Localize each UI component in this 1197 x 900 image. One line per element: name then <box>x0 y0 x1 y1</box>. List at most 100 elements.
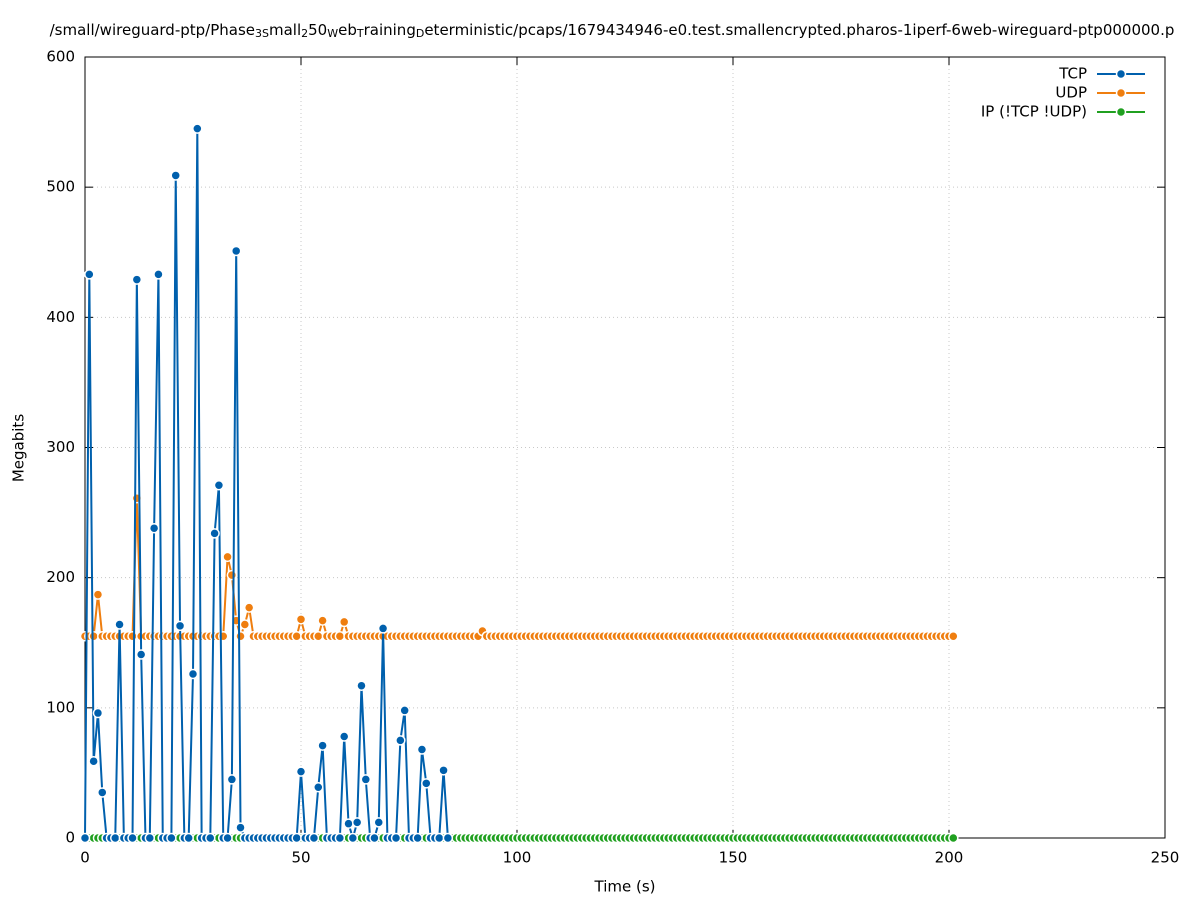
legend-marker <box>1115 68 1127 80</box>
data-point <box>334 832 346 844</box>
title-part: /small/wireguard-ptp/Phase <box>50 21 255 39</box>
data-point <box>92 707 104 719</box>
data-point <box>438 765 449 776</box>
y-tick-label: 100 <box>46 698 75 716</box>
title-subscript: D <box>416 27 424 40</box>
title-subscript: W <box>327 27 338 40</box>
data-point <box>243 602 255 613</box>
x-tick-label: 200 <box>935 849 964 867</box>
data-point <box>360 774 372 785</box>
x-tick-label: 150 <box>719 849 748 867</box>
x-tick-label: 100 <box>503 849 532 867</box>
data-point <box>313 630 324 642</box>
data-point <box>135 649 147 660</box>
legend-label: TCP <box>1058 65 1087 83</box>
data-point <box>442 832 454 844</box>
data-point <box>377 623 389 634</box>
data-point <box>948 832 959 844</box>
data-point <box>127 630 138 642</box>
y-tick-label: 0 <box>65 829 75 847</box>
x-tick-label: 250 <box>1151 849 1180 867</box>
data-point <box>235 630 246 642</box>
data-point <box>369 832 380 844</box>
data-point <box>226 569 238 581</box>
data-point <box>209 528 220 539</box>
data-point <box>174 620 186 632</box>
legend-marker <box>1115 87 1127 99</box>
data-point <box>192 123 203 134</box>
data-point <box>343 818 354 829</box>
y-tick-label: 500 <box>46 178 75 196</box>
data-point <box>88 630 99 642</box>
data-point <box>317 740 328 751</box>
data-point <box>239 619 251 630</box>
title-subscript: T <box>356 27 364 40</box>
y-tick-label: 600 <box>46 48 75 66</box>
data-point <box>166 832 177 844</box>
data-point <box>308 832 320 844</box>
data-point <box>109 832 121 844</box>
data-point <box>92 589 104 600</box>
x-tick-label: 0 <box>80 849 90 867</box>
data-point <box>131 274 143 285</box>
data-point <box>144 832 156 844</box>
y-axis-label: Megabits <box>10 414 28 482</box>
data-point <box>948 630 959 642</box>
legend-label: IP (!TCP !UDP) <box>981 103 1087 121</box>
data-point <box>170 170 181 181</box>
data-point <box>338 616 350 628</box>
data-point <box>433 832 445 844</box>
data-point <box>153 269 164 280</box>
data-point <box>222 832 233 844</box>
data-point <box>295 614 307 625</box>
data-point <box>213 479 225 491</box>
data-point <box>97 787 108 798</box>
data-point <box>295 766 307 777</box>
data-point <box>84 269 95 280</box>
data-point <box>187 668 199 680</box>
x-tick-label: 50 <box>291 849 310 867</box>
data-point <box>412 832 423 844</box>
data-point <box>390 832 402 844</box>
title-part: mall <box>269 21 301 39</box>
data-point <box>338 731 350 742</box>
data-point <box>313 781 324 793</box>
data-point <box>183 832 194 844</box>
title-part: eterministic/pcaps/1679434946-e0.test.sm… <box>424 21 1174 39</box>
chart-title: /small/wireguard-ptp/Phase3Small250WebTr… <box>50 21 1175 41</box>
series-line <box>84 128 449 842</box>
data-point <box>373 817 385 828</box>
data-point <box>395 735 406 746</box>
data-point <box>235 822 246 833</box>
title-subscript: 2 <box>301 27 308 40</box>
y-tick-label: 200 <box>46 568 75 586</box>
data-point <box>222 551 233 563</box>
data-point <box>148 522 160 534</box>
data-point <box>291 832 302 844</box>
data-point <box>317 615 328 626</box>
legend-marker <box>1115 106 1127 118</box>
legend-label: UDP <box>1055 84 1087 102</box>
title-subscript: 3S <box>255 27 269 40</box>
data-point <box>79 832 91 844</box>
title-part: eb <box>338 21 357 39</box>
y-tick-label: 300 <box>46 438 75 456</box>
data-point <box>356 680 367 691</box>
data-point <box>351 817 363 828</box>
data-point <box>291 630 302 642</box>
data-point <box>334 630 346 642</box>
data-point <box>347 832 359 844</box>
data-point <box>421 778 432 789</box>
data-point <box>230 245 242 257</box>
x-axis-label: Time (s) <box>594 878 656 896</box>
data-point <box>399 705 410 716</box>
title-part: 50 <box>308 21 327 39</box>
title-part: raining <box>364 21 416 39</box>
data-point <box>226 774 238 785</box>
data-point <box>127 832 138 844</box>
y-tick-label: 400 <box>46 308 75 326</box>
data-point <box>88 755 99 767</box>
data-point <box>416 744 428 755</box>
